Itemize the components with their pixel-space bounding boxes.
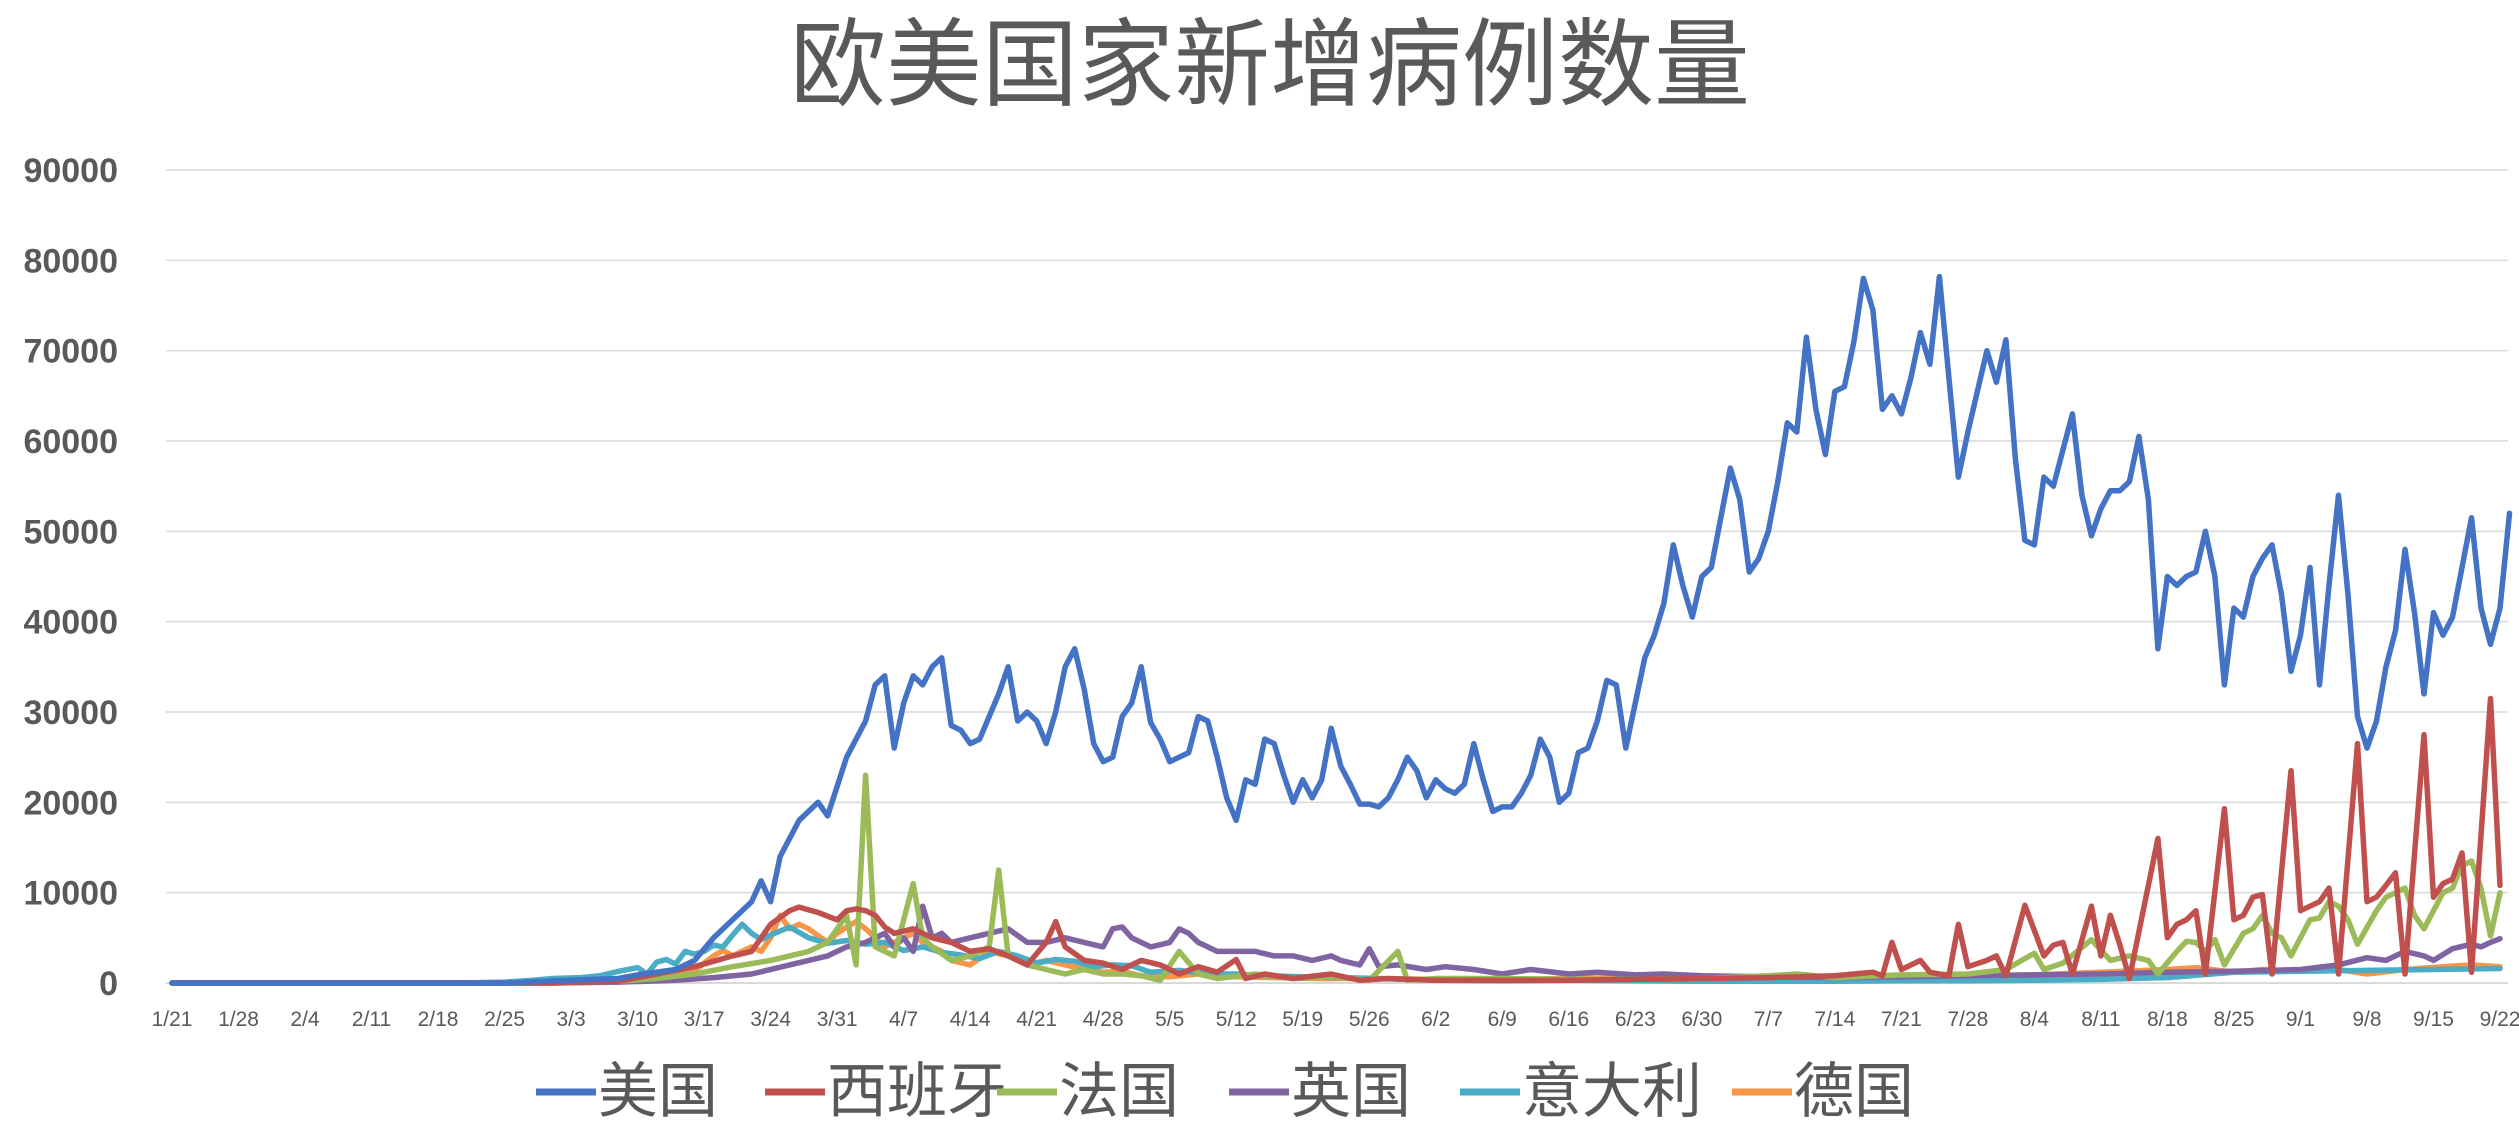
- legend-label: 德国: [1794, 1057, 1914, 1127]
- x-tick-label: 9/1: [2286, 1008, 2315, 1031]
- x-tick-label: 5/26: [1349, 1008, 1390, 1031]
- x-tick-label: 4/28: [1083, 1008, 1124, 1031]
- y-tick-label: 60000: [23, 423, 118, 461]
- x-tick-label: 4/21: [1016, 1008, 1057, 1031]
- x-tick-label: 2/11: [352, 1008, 391, 1031]
- legend-label: 法国: [1059, 1057, 1179, 1127]
- legend-item: 德国: [1732, 1057, 1914, 1127]
- x-tick-label: 3/24: [750, 1008, 791, 1031]
- x-tick-label: 3/10: [617, 1008, 658, 1031]
- x-tick-label: 2/4: [290, 1008, 320, 1031]
- legend-label: 美国: [598, 1057, 718, 1127]
- legend-label: 西班牙: [827, 1057, 1007, 1127]
- x-tick-label: 5/5: [1155, 1008, 1184, 1031]
- legend-item: 法国: [997, 1057, 1179, 1127]
- x-tick-label: 6/2: [1421, 1008, 1450, 1031]
- y-tick-label: 40000: [23, 604, 118, 642]
- x-tick-label: 8/25: [2214, 1008, 2255, 1031]
- x-tick-label: 9/22: [2480, 1008, 2519, 1031]
- x-tick-label: 6/23: [1615, 1008, 1656, 1031]
- x-tick-label: 7/7: [1754, 1008, 1783, 1031]
- legend-label: 意大利: [1522, 1057, 1702, 1127]
- x-tick-label: 3/17: [684, 1008, 725, 1031]
- x-tick-label: 5/19: [1282, 1008, 1323, 1031]
- y-tick-label: 10000: [23, 875, 118, 913]
- x-tick-label: 8/11: [2081, 1008, 2120, 1031]
- y-tick-label: 0: [99, 965, 118, 1003]
- series-line-美国: [169, 273, 2513, 986]
- x-tick-label: 1/21: [152, 1008, 193, 1031]
- x-tick-label: 3/3: [556, 1008, 585, 1031]
- x-tick-label: 6/30: [1681, 1008, 1722, 1031]
- x-tick-label: 6/9: [1488, 1008, 1517, 1031]
- x-tick-label: 7/21: [1881, 1008, 1922, 1031]
- legend-item: 意大利: [1460, 1057, 1702, 1127]
- y-tick-label: 20000: [23, 784, 118, 822]
- x-tick-label: 2/25: [484, 1008, 525, 1031]
- chart-title: 欧美国家新增病例数量: [790, 9, 1750, 121]
- y-tick-label: 70000: [23, 333, 118, 371]
- series-line-西班牙: [169, 695, 2503, 986]
- y-axis-ticks: 0 10000 20000 30000 40000 50000 60000 70000 8000…: [23, 152, 118, 1003]
- y-tick-label: 30000: [23, 694, 118, 732]
- legend-item: 美国: [536, 1057, 718, 1127]
- x-tick-label: 9/15: [2413, 1008, 2454, 1031]
- y-tick-label: 50000: [23, 513, 118, 551]
- x-tick-label: 7/14: [1814, 1008, 1855, 1031]
- x-tick-label: 4/7: [889, 1008, 918, 1031]
- x-tick-label: 3/31: [817, 1008, 858, 1031]
- x-tick-label: 7/28: [1947, 1008, 1988, 1031]
- x-axis-ticks: 1/21 1/28 2/4 2/11 2/18 2/25 3/3 3/10 3/17 3/24 3/…: [152, 1008, 2519, 1031]
- x-tick-label: 5/12: [1216, 1008, 1257, 1031]
- series-line-英国: [169, 903, 2503, 986]
- x-tick-label: 9/8: [2352, 1008, 2381, 1031]
- legend-label: 英国: [1291, 1057, 1411, 1127]
- x-tick-label: 8/4: [2020, 1008, 2050, 1031]
- legend: 美国 西班牙 法国 英国 意大利 德国: [536, 1057, 1914, 1127]
- x-tick-label: 4/14: [950, 1008, 991, 1031]
- legend-item: 英国: [1229, 1057, 1411, 1127]
- legend-item: 西班牙: [765, 1057, 1007, 1127]
- y-tick-label: 80000: [23, 242, 118, 280]
- x-tick-label: 2/18: [418, 1008, 459, 1031]
- y-tick-label: 90000: [23, 152, 118, 190]
- gridlines: [166, 169, 2508, 984]
- x-tick-label: 6/16: [1548, 1008, 1589, 1031]
- series-lines: [169, 273, 2513, 986]
- x-tick-label: 8/18: [2147, 1008, 2188, 1031]
- x-tick-label: 1/28: [218, 1008, 259, 1031]
